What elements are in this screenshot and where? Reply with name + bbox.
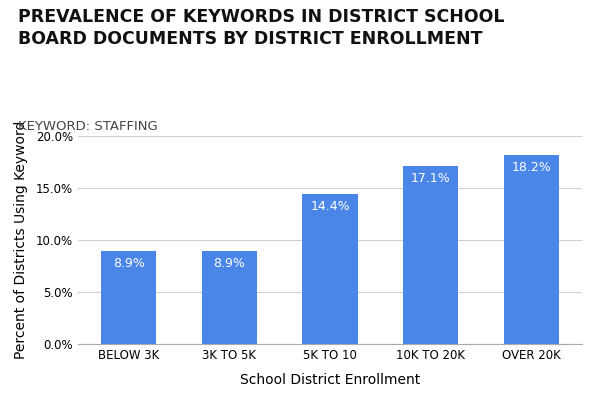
Text: 8.9%: 8.9% xyxy=(113,258,145,270)
X-axis label: School District Enrollment: School District Enrollment xyxy=(240,373,420,387)
Bar xyxy=(202,252,257,344)
Text: 17.1%: 17.1% xyxy=(411,172,451,185)
Bar xyxy=(101,252,156,344)
Y-axis label: Percent of Districts Using Keyword: Percent of Districts Using Keyword xyxy=(14,121,28,359)
Text: 8.9%: 8.9% xyxy=(214,258,245,270)
Bar xyxy=(504,155,559,344)
Bar xyxy=(403,166,458,344)
Text: PREVALENCE OF KEYWORDS IN DISTRICT SCHOOL
BOARD DOCUMENTS BY DISTRICT ENROLLMENT: PREVALENCE OF KEYWORDS IN DISTRICT SCHOO… xyxy=(18,8,505,48)
Bar xyxy=(302,194,358,344)
Text: KEYWORD: STAFFING: KEYWORD: STAFFING xyxy=(18,120,158,133)
Text: 14.4%: 14.4% xyxy=(310,200,350,213)
Text: 18.2%: 18.2% xyxy=(512,161,551,174)
